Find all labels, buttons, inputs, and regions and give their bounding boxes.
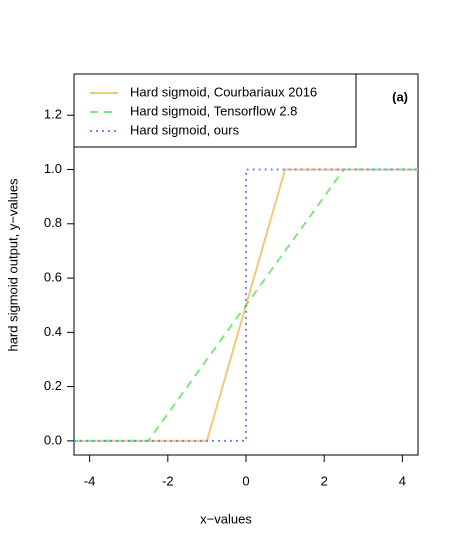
y-tick-label: 0.6 bbox=[44, 270, 62, 285]
y-axis-label: hard sigmoid output, y−values bbox=[5, 178, 20, 352]
legend-box bbox=[73, 73, 357, 148]
y-tick-label: 0.4 bbox=[44, 324, 62, 339]
legend-label: Hard sigmoid, Tensorflow 2.8 bbox=[130, 103, 297, 118]
x-tick-label: 0 bbox=[242, 473, 249, 488]
y-tick-label: 0.0 bbox=[44, 432, 62, 447]
legend-label: Hard sigmoid, Courbariaux 2016 bbox=[130, 84, 317, 99]
y-tick-label: 1.0 bbox=[44, 161, 62, 176]
series-line bbox=[74, 168, 418, 442]
legend-label: Hard sigmoid, ours bbox=[130, 122, 240, 137]
x-tick-label: -2 bbox=[162, 473, 174, 488]
x-tick-label: -4 bbox=[84, 473, 96, 488]
y-tick-label: 0.8 bbox=[44, 215, 62, 230]
y-tick-label: 1.2 bbox=[44, 107, 62, 122]
x-axis-label: x−values bbox=[200, 511, 252, 526]
x-tick-label: 4 bbox=[399, 473, 406, 488]
y-tick-label: 0.2 bbox=[44, 378, 62, 393]
x-tick-label: 2 bbox=[321, 473, 328, 488]
annotation: (a) bbox=[392, 89, 408, 104]
